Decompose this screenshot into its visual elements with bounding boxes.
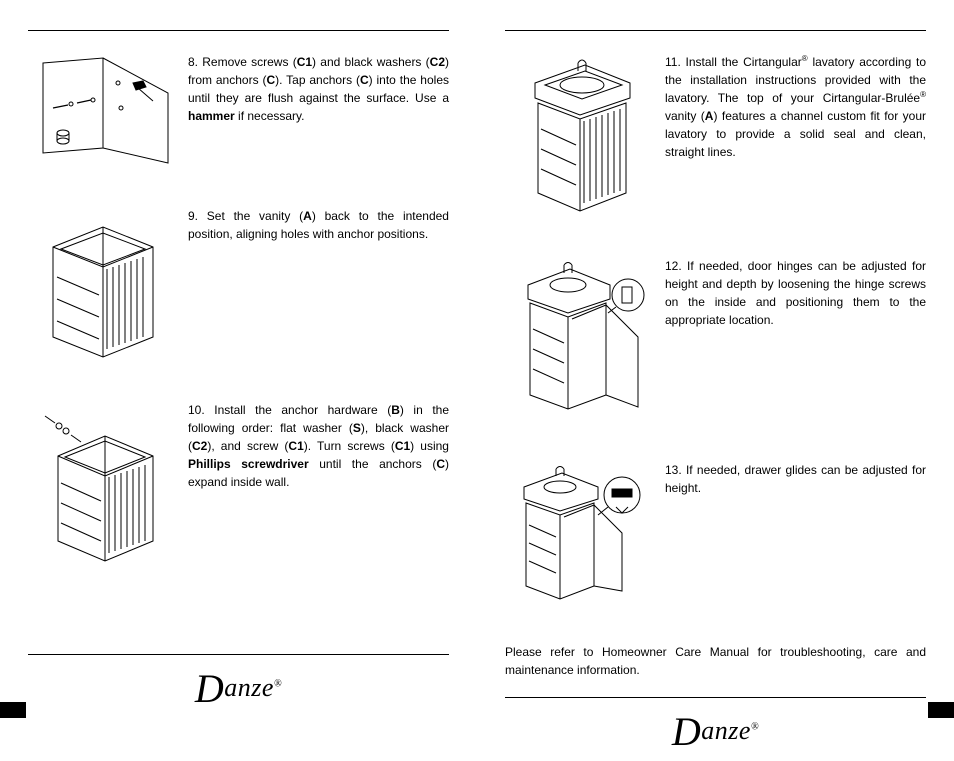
step-10: 10. Install the anchor hardware (B) in t… — [28, 401, 449, 571]
page-marker-left — [0, 702, 26, 718]
step-8: 8. Remove screws (C1) and black washers … — [28, 53, 449, 173]
step-13-text: 13. If needed, drawer glides can be adju… — [655, 461, 926, 611]
step-8-illustration — [28, 53, 178, 173]
right-page: 11. Install the Cirtangular® lavatory ac… — [477, 0, 954, 738]
step-8-text: 8. Remove screws (C1) and black washers … — [178, 53, 449, 173]
step-13: 13. If needed, drawer glides can be adju… — [505, 461, 926, 611]
top-rule — [28, 30, 449, 31]
step-12-text: 12. If needed, door hinges can be adjust… — [655, 257, 926, 427]
step-11-illustration — [505, 53, 655, 223]
step-9-illustration — [28, 207, 178, 367]
left-page: 8. Remove screws (C1) and black washers … — [0, 0, 477, 738]
step-9: 9. Set the vanity (A) back to the intend… — [28, 207, 449, 367]
footnote: Please refer to Homeowner Care Manual fo… — [505, 643, 926, 679]
step-10-illustration — [28, 401, 178, 571]
step-12-illustration — [505, 257, 655, 427]
top-rule — [505, 30, 926, 31]
step-10-text: 10. Install the anchor hardware (B) in t… — [178, 401, 449, 571]
step-13-illustration — [505, 461, 655, 611]
step-11-text: 11. Install the Cirtangular® lavatory ac… — [655, 53, 926, 223]
step-11: 11. Install the Cirtangular® lavatory ac… — [505, 53, 926, 223]
step-9-text: 9. Set the vanity (A) back to the intend… — [178, 207, 449, 367]
logo-left: Danze® — [28, 655, 449, 718]
page-marker-right — [928, 702, 954, 718]
step-12: 12. If needed, door hinges can be adjust… — [505, 257, 926, 427]
logo-right: Danze® — [505, 698, 926, 761]
